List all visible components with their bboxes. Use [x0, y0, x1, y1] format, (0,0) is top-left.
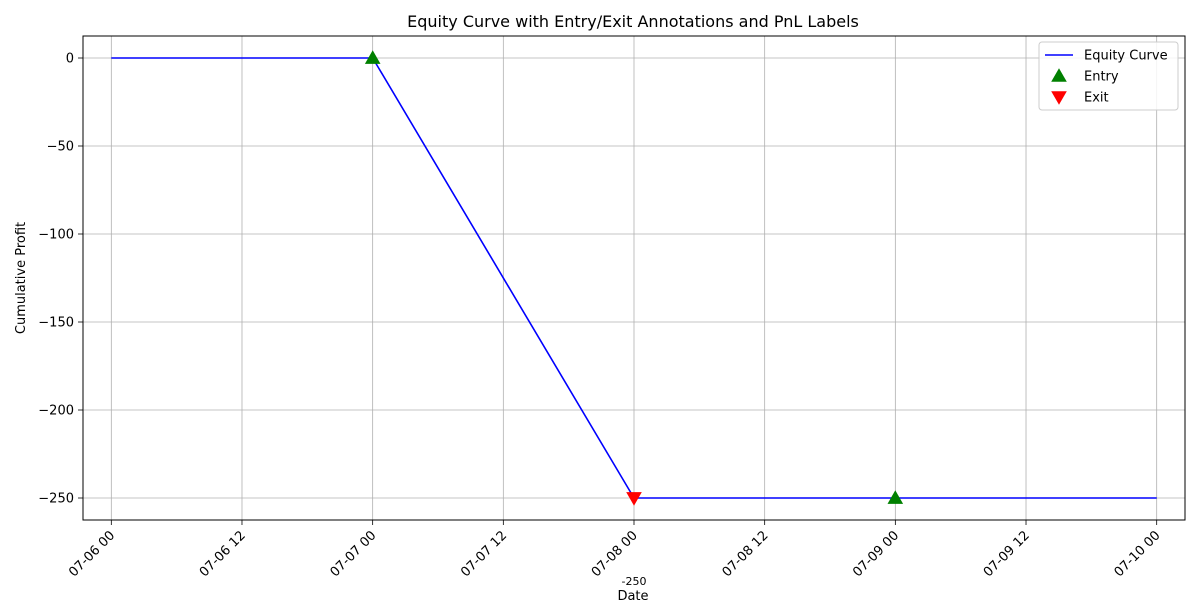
exit-marker [626, 492, 642, 506]
legend-label: Entry [1084, 70, 1119, 85]
entry-marker [364, 50, 381, 64]
marker-layer [364, 50, 904, 506]
y-tick-label: −150 [38, 316, 74, 331]
y-tick-label: 0 [66, 52, 74, 67]
y-tick-label: −50 [47, 140, 74, 155]
y-axis-ticks: 0 −50 −100 −150 −200 −250 [38, 52, 83, 507]
y-tick-label: −100 [38, 228, 74, 243]
legend: Equity Curve Entry Exit [1038, 41, 1179, 111]
y-axis-label: Cumulative Profit [14, 222, 29, 334]
y-tick-label: −200 [38, 404, 74, 419]
legend-label: Exit [1084, 91, 1109, 106]
chart-title: Equity Curve with Entry/Exit Annotations… [407, 12, 859, 31]
x-axis-label: Date [617, 589, 648, 600]
annotation-layer: -250 [622, 575, 647, 588]
legend-swatch-entry [1051, 68, 1067, 82]
legend-box [1038, 41, 1179, 111]
y-tick-label: −250 [38, 492, 74, 507]
grid [83, 36, 1185, 520]
entry-marker [887, 490, 904, 504]
legend-label: Equity Curve [1084, 49, 1168, 64]
legend-swatch-exit [1051, 91, 1067, 105]
pnl-label: -250 [622, 575, 647, 588]
